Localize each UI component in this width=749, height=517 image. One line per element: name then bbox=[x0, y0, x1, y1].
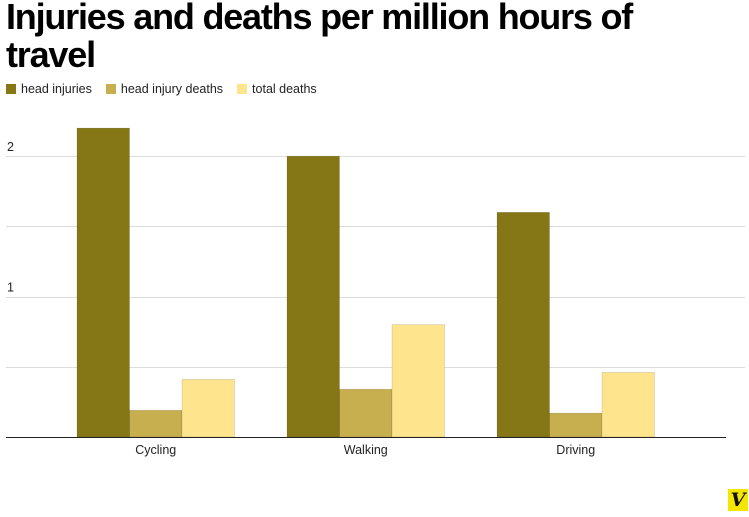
legend-label-head-injuries: head injuries bbox=[21, 82, 92, 96]
x-tick-label: Driving bbox=[556, 443, 595, 457]
legend-swatch-head-injury-deaths bbox=[105, 84, 116, 94]
bar-head-injuries bbox=[496, 212, 550, 438]
bar-head-injury-deaths bbox=[339, 388, 393, 438]
chart-legend: head injuries head injury deaths total d… bbox=[6, 82, 331, 96]
bar-total-deaths bbox=[391, 324, 445, 438]
bar-total-deaths bbox=[181, 379, 235, 438]
y-tick-label: 1 bbox=[7, 281, 14, 295]
bar-head-injury-deaths bbox=[549, 412, 603, 438]
legend-swatch-head-injuries bbox=[6, 84, 16, 94]
chart-title: Injuries and deaths per million hours of… bbox=[6, 0, 633, 75]
legend-swatch-total-deaths bbox=[237, 84, 248, 94]
legend-label-head-injury-deaths: head injury deaths bbox=[120, 82, 224, 96]
x-tick-label: Cycling bbox=[135, 443, 176, 457]
vox-logo-icon: V bbox=[728, 489, 748, 511]
legend-item-head-injuries: head injuries bbox=[6, 82, 92, 96]
bar-head-injuries bbox=[76, 127, 130, 438]
vox-logo-letter: V bbox=[730, 489, 746, 511]
bar-total-deaths bbox=[601, 372, 655, 438]
bar-head-injuries bbox=[286, 155, 340, 438]
y-tick-label: 2 bbox=[7, 140, 14, 154]
x-tick-label: Walking bbox=[344, 443, 388, 457]
legend-item-head-injury-deaths: head injury deaths bbox=[105, 82, 224, 96]
legend-label-total-deaths: total deaths bbox=[252, 82, 317, 96]
bar-head-injury-deaths bbox=[129, 410, 183, 438]
legend-item-total-deaths: total deaths bbox=[237, 82, 317, 96]
